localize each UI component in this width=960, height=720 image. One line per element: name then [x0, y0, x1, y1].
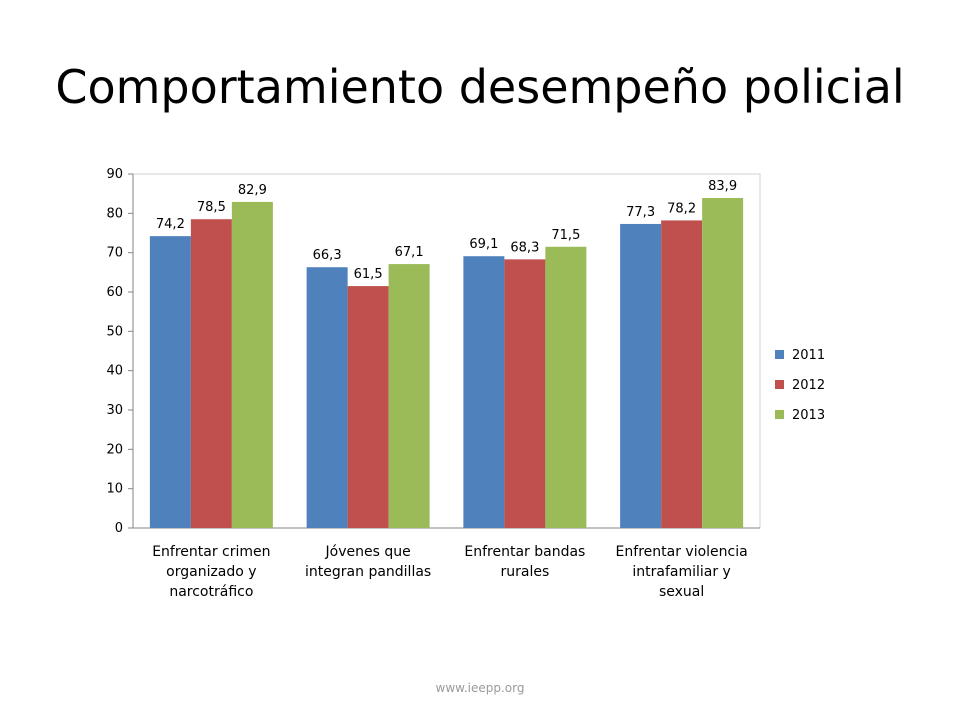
category-label-line: narcotráfico	[169, 584, 253, 600]
data-label: 67,1	[395, 245, 424, 260]
y-tick-label: 30	[106, 403, 123, 418]
legend-label: 2012	[792, 378, 825, 393]
y-tick-label: 10	[106, 482, 123, 497]
data-label: 77,3	[626, 205, 655, 220]
bar-2012	[504, 259, 546, 528]
category-label-line: Enfrentar crimen	[152, 544, 270, 560]
bar-2013	[231, 201, 273, 528]
y-tick-label: 40	[106, 364, 123, 379]
data-label: 82,9	[238, 183, 267, 198]
y-axis-ticks: 0 10 20 30 40 50 60 70 80 90	[106, 167, 133, 536]
data-label: 78,2	[667, 201, 696, 216]
category-label-line: Jóvenes que	[325, 544, 411, 560]
category-label-line: intrafamiliar y	[632, 564, 730, 580]
bar-2013	[702, 197, 744, 528]
slide-title: Comportamiento desempeño policial	[55, 60, 905, 114]
data-labels: 74,2 66,3 69,1 77,3 78,5 61,5 68,3 78,2 82,9 67,1…	[156, 179, 737, 282]
y-tick-label: 0	[115, 521, 123, 536]
category-label-line: organizado y	[166, 564, 256, 580]
data-label: 61,5	[354, 267, 383, 282]
data-label: 71,5	[551, 228, 580, 243]
bar-2013	[388, 264, 430, 528]
category-label: Jóvenes que integran pandillas	[305, 544, 431, 580]
category-label: Enfrentar bandas rurales	[464, 544, 585, 580]
category-label-line: sexual	[659, 584, 704, 600]
bar-2011	[620, 223, 662, 528]
bar-2011	[306, 267, 348, 528]
category-labels: Enfrentar crimen organizado y narcotráfico…	[152, 544, 747, 600]
y-tick-label: 60	[106, 285, 123, 300]
data-label: 74,2	[156, 217, 185, 232]
y-tick-label: 50	[106, 324, 123, 339]
legend-label: 2011	[792, 348, 825, 363]
data-label: 83,9	[708, 179, 737, 194]
data-label: 78,5	[197, 200, 226, 215]
category-label-line: Enfrentar violencia	[616, 544, 748, 560]
y-tick-label: 20	[106, 442, 123, 457]
y-tick-label: 90	[106, 167, 123, 182]
legend-swatch	[775, 380, 784, 389]
category-label-line: Enfrentar bandas	[464, 544, 585, 560]
bar-2012	[661, 220, 703, 528]
legend-swatch	[775, 350, 784, 359]
category-label-line: rurales	[500, 564, 549, 580]
category-label-line: integran pandillas	[305, 564, 431, 580]
footer-url: www.ieepp.org	[435, 681, 525, 695]
data-label: 66,3	[313, 248, 342, 263]
legend-label: 2013	[792, 408, 825, 423]
data-label: 69,1	[469, 237, 498, 252]
bar-2011	[463, 256, 505, 528]
y-tick-label: 80	[106, 206, 123, 221]
bar-2012	[347, 286, 389, 528]
category-label: Enfrentar crimen organizado y narcotráfico	[152, 544, 270, 600]
bar-2013	[545, 246, 587, 528]
legend-swatch	[775, 410, 784, 419]
y-tick-label: 70	[106, 246, 123, 261]
bar-2012	[190, 219, 232, 528]
bars	[149, 197, 744, 528]
bar-2011	[149, 236, 191, 528]
data-label: 68,3	[510, 240, 539, 255]
legend: 2011 2012 2013	[775, 348, 825, 423]
category-label: Enfrentar violencia intrafamiliar y sexual	[616, 544, 748, 600]
